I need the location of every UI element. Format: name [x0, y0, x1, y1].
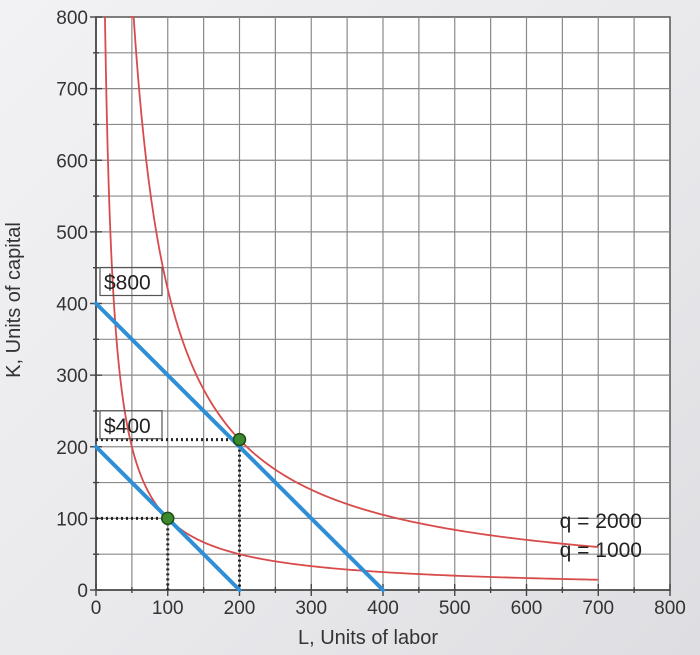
y-tick-labels: 0 100 200 300 400 500 600 700 800 [56, 8, 88, 602]
y-tick-label: 300 [56, 366, 88, 387]
x-tick-label: 400 [367, 598, 399, 619]
tangency-point-1 [232, 432, 247, 447]
y-tick-label: 400 [56, 295, 88, 316]
isocost-label-2: $400 [104, 415, 151, 438]
y-tick-label: 600 [56, 151, 88, 172]
grid [96, 17, 670, 590]
y-tick-label: 700 [56, 80, 88, 101]
tangency-points [161, 432, 247, 526]
x-tick-label: 200 [224, 598, 256, 619]
x-tick-label: 500 [439, 598, 471, 619]
isoquant-curve-2 [104, 16, 599, 581]
tangency-point-2 [161, 511, 175, 526]
y-tick-label: 200 [56, 438, 88, 459]
isoquant-label-2: q = 1000 [560, 539, 642, 562]
x-tick-label: 0 [91, 598, 102, 619]
y-tick-label: 500 [56, 223, 88, 244]
y-tick-label: 0 [77, 581, 88, 602]
x-tick-labels: 0 100 200 300 400 500 600 700 800 [91, 598, 686, 619]
isoquant-label-1: q = 2000 [560, 510, 642, 533]
isocost-label-1: $800 [104, 272, 151, 295]
x-tick-label: 300 [295, 598, 327, 619]
y-tick-label: 100 [56, 509, 88, 530]
isoquant-curves [104, 16, 599, 581]
dotted-guides [96, 438, 241, 590]
x-axis-label: L, Units of labor [298, 627, 438, 649]
x-tick-label: 800 [654, 598, 686, 619]
y-tick-label: 800 [56, 8, 88, 29]
isocost-label-box-1 [99, 266, 163, 297]
x-tick-label: 700 [582, 598, 614, 619]
x-tick-label: 100 [152, 598, 184, 619]
annotations: $800 $400 q = 2000 q = 1000 [99, 266, 642, 562]
y-axis-label: K, Units of capital [3, 222, 25, 378]
isoquant-curve-1 [130, 16, 599, 548]
isocost-label-box-2 [99, 410, 163, 440]
x-tick-label: 600 [511, 598, 543, 619]
isocost-line-1 [94, 301, 385, 592]
